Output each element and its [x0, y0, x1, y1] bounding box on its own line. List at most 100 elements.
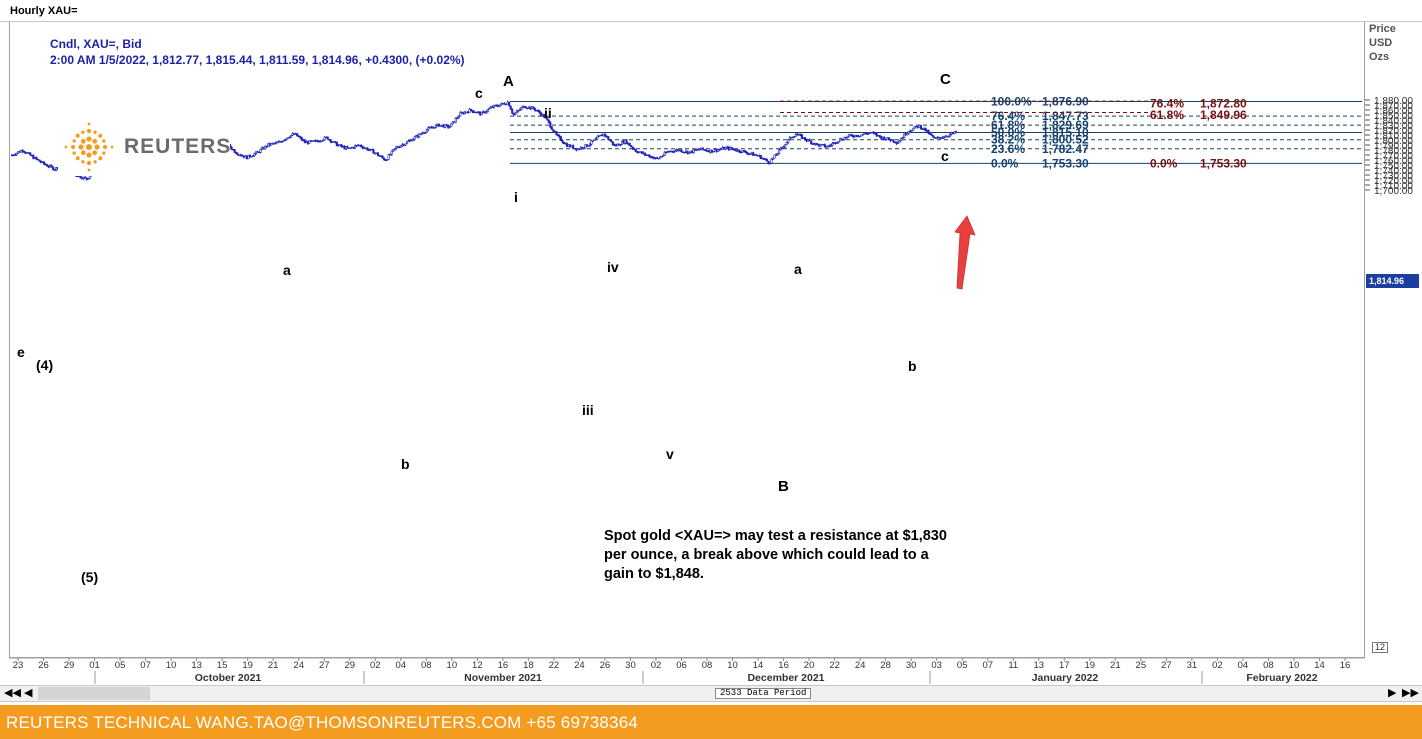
day-tick-label: 03 — [931, 660, 942, 671]
candle-body — [283, 139, 287, 141]
candle-body — [558, 135, 561, 138]
candle-body — [878, 134, 881, 137]
candle-body — [427, 127, 430, 131]
candle-body — [631, 146, 634, 149]
candle-body — [555, 131, 558, 135]
price-tick-label: 1,800.00 — [1374, 136, 1413, 147]
candle-body — [515, 110, 518, 114]
fib-level-value: 1,782.47 — [1042, 142, 1089, 156]
candle-body — [788, 136, 791, 140]
candle-body — [552, 129, 555, 132]
candle-body — [746, 152, 749, 155]
candle-body — [930, 133, 933, 136]
candle-body — [88, 175, 91, 179]
candle-body — [808, 139, 811, 142]
candle-body — [662, 154, 665, 157]
day-tick-label: 10 — [166, 660, 177, 671]
candle-body — [896, 142, 900, 144]
wave-label: v — [666, 446, 674, 462]
candle-body — [52, 166, 55, 171]
candle-body — [412, 139, 415, 142]
candle-body — [851, 134, 854, 137]
fib-extension-value: 1,849.96 — [1200, 108, 1247, 122]
candle-body — [561, 140, 564, 143]
candle-body — [559, 136, 563, 141]
candle-body — [230, 146, 233, 150]
day-tick-label: 21 — [268, 660, 279, 671]
candle-body — [628, 142, 631, 146]
scroll-step-right-icon[interactable]: ▶ — [1388, 687, 1397, 699]
time-axis: 23 26 29 01 05 07 10 13 15 19 21 24 27 29 02 04 08 10 12 16… — [9, 657, 1365, 684]
scrollbar-thumb[interactable] — [38, 687, 150, 700]
price-tick-label: 1,860.00 — [1374, 106, 1413, 117]
price-chart[interactable]: 1,700.001,710.001,720.001,730.001,740.00… — [0, 0, 1422, 705]
day-tick-label: 16 — [778, 660, 789, 671]
candle-body — [810, 140, 813, 144]
candle-body — [253, 153, 256, 157]
candle-body — [596, 136, 599, 139]
scroll-right-icon[interactable]: ▶▶ — [1402, 687, 1419, 699]
scroll-left-icon[interactable]: ◀◀ — [4, 687, 21, 699]
candle-body — [340, 144, 343, 147]
day-tick-label: 17 — [1059, 660, 1070, 671]
day-tick-label: 07 — [140, 660, 151, 671]
candle-body — [498, 104, 502, 107]
candle-body — [774, 154, 778, 156]
candle-body — [50, 165, 53, 168]
candle-body — [872, 131, 875, 134]
candle-body — [518, 109, 521, 111]
price-axis-header-line3: Ozs — [1369, 51, 1390, 63]
candle-body — [630, 145, 633, 148]
candle-body — [831, 143, 834, 146]
candle-body — [744, 150, 747, 153]
candle-body — [770, 159, 773, 164]
reuters-logo: REUTERS — [58, 118, 230, 176]
candle-body — [407, 140, 410, 143]
candle-body — [418, 133, 421, 138]
day-tick-label: 01 — [89, 660, 100, 671]
candle-body — [892, 139, 895, 143]
candle-body — [239, 154, 242, 156]
candle-body — [717, 149, 720, 152]
scroll-step-left-icon[interactable]: ◀ — [24, 687, 33, 699]
price-tick-label: 1,710.00 — [1374, 181, 1413, 192]
annotation-line-1: Spot gold <XAU=> may test a resistance a… — [604, 528, 947, 544]
candle-body — [448, 126, 451, 128]
candle-body — [468, 108, 471, 113]
candle-body — [634, 149, 637, 152]
candle-body — [651, 156, 654, 159]
candle-body — [607, 136, 610, 140]
candle-body — [386, 158, 389, 161]
candle-body — [320, 140, 323, 142]
candle-body — [322, 139, 325, 142]
candle-body — [733, 149, 736, 151]
candle-body — [517, 110, 520, 112]
day-tick-label: 22 — [549, 660, 560, 671]
day-tick-label: 08 — [421, 660, 432, 671]
candle-body — [688, 151, 691, 154]
reuters-logo-text: REUTERS — [124, 135, 232, 158]
scale-box[interactable]: 12 — [1372, 642, 1388, 653]
candle-body — [390, 150, 393, 155]
candle-body — [730, 147, 733, 150]
candle-body — [300, 137, 303, 141]
wave-label: i — [514, 189, 518, 205]
red-up-arrow-icon — [954, 215, 976, 290]
candle-body — [785, 142, 788, 145]
candle-body — [44, 163, 47, 166]
candle-body — [660, 156, 663, 158]
candle-body — [543, 114, 546, 118]
month-label: November 2021 — [464, 672, 542, 684]
footer-banner: REUTERS TECHNICAL WANG.TAO@THOMSONREUTER… — [0, 705, 1422, 739]
candle-body — [366, 147, 369, 151]
day-tick-label: 28 — [880, 660, 891, 671]
day-tick-label: 16 — [498, 660, 509, 671]
candle-body — [698, 148, 701, 151]
candle-body — [434, 124, 438, 129]
wave-label: c — [475, 85, 483, 101]
horizontal-scrollbar[interactable]: ◀◀ ◀ 2533 Data Period ▶ ▶▶ — [0, 685, 1422, 702]
day-tick-label: 13 — [191, 660, 202, 671]
fib-level-value: 1,815.10 — [1042, 125, 1089, 139]
wave-label: (4) — [36, 357, 53, 373]
